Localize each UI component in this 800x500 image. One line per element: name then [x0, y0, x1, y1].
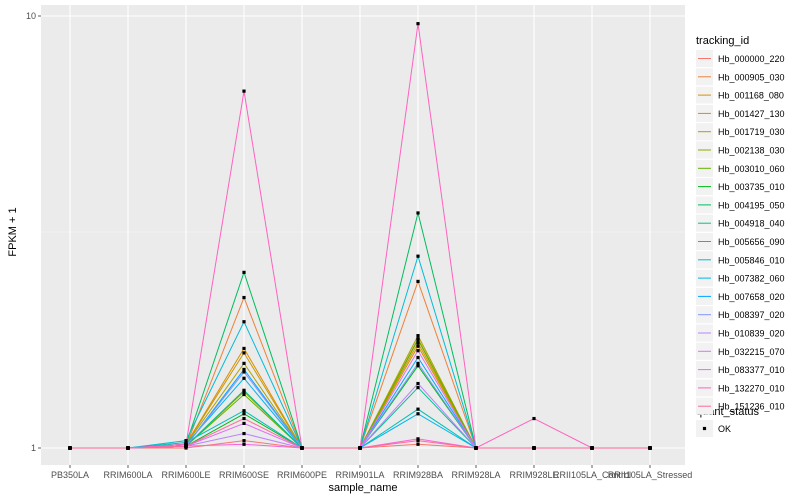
- data-point: [416, 361, 420, 365]
- data-point: [416, 334, 420, 338]
- data-point: [416, 439, 420, 443]
- legend-label: Hb_008397_020: [718, 310, 785, 320]
- data-point: [416, 407, 420, 411]
- legend: tracking_id quant_status Hb_000000_220Hb…: [696, 35, 785, 437]
- data-point: [416, 349, 420, 353]
- y-tick-label: 1: [31, 443, 36, 453]
- legend-label: Hb_010839_020: [718, 329, 785, 339]
- data-point: [416, 412, 420, 416]
- data-point: [300, 446, 304, 450]
- data-point: [416, 385, 420, 390]
- legend-label: Hb_002138_030: [718, 146, 785, 156]
- data-point: [242, 431, 246, 436]
- data-point: [416, 254, 420, 258]
- x-tick-label: RRII105LA_Stressed: [608, 470, 693, 480]
- data-point: [242, 421, 246, 426]
- legend-label: Hb_032215_070: [718, 347, 785, 357]
- legend-label: Hb_007658_020: [718, 292, 785, 302]
- x-tick-label: PB350LA: [51, 470, 89, 480]
- data-point: [184, 444, 188, 448]
- data-point: [358, 446, 362, 450]
- x-tick-label: RRIM928LA: [451, 470, 500, 480]
- data-point: [242, 370, 246, 374]
- data-point: [242, 320, 246, 324]
- data-points: [68, 22, 652, 450]
- data-point: [416, 279, 420, 284]
- data-point: [68, 446, 72, 450]
- legend-label: Hb_005846_010: [718, 255, 785, 265]
- data-point: [242, 351, 246, 355]
- legend-label: Hb_151236_010: [718, 402, 785, 412]
- data-point: [416, 211, 420, 215]
- data-point: [474, 446, 478, 450]
- data-point: [242, 367, 246, 372]
- y-axis: 1 10: [26, 11, 41, 453]
- data-point: [242, 416, 246, 421]
- legend-label: Hb_003010_060: [718, 164, 785, 174]
- x-axis: PB350LA RRIM600LA RRIM600LE RRIM600SE RRIM60…: [51, 465, 692, 480]
- legend-label: Hb_003735_010: [718, 182, 785, 192]
- data-point: [242, 409, 246, 413]
- plot-panel: [41, 5, 685, 465]
- data-point: [242, 295, 246, 300]
- legend-label: Hb_005656_090: [718, 237, 785, 247]
- data-point: [242, 270, 246, 274]
- data-point: [532, 446, 536, 450]
- x-tick-label: RRIM600SE: [219, 470, 269, 480]
- data-point: [184, 439, 188, 443]
- x-tick-label: RRIM600LA: [103, 470, 152, 480]
- data-point: [242, 89, 246, 93]
- x-tick-label: RRIM928LE: [509, 470, 558, 480]
- data-point: [416, 341, 420, 345]
- data-point: [242, 439, 246, 443]
- data-point: [416, 381, 420, 386]
- data-point: [416, 22, 420, 26]
- data-point: [242, 412, 246, 416]
- data-point: [648, 446, 652, 450]
- legend-title-tracking-id: tracking_id: [696, 35, 749, 47]
- data-point: [126, 446, 130, 450]
- legend-label: Hb_007382_060: [718, 274, 785, 284]
- data-point: [416, 338, 420, 342]
- x-tick-label: RRIM901LA: [335, 470, 384, 480]
- x-tick-label: RRIM928BA: [393, 470, 443, 480]
- data-point: [184, 440, 188, 445]
- data-point: [184, 442, 188, 446]
- y-tick-label: 10: [26, 11, 36, 21]
- data-point: [242, 361, 246, 365]
- x-axis-title: sample_name: [328, 482, 397, 494]
- data-point: [416, 437, 420, 441]
- data-point: [242, 392, 246, 397]
- legend-label: Hb_001427_130: [718, 109, 785, 119]
- x-tick-label: RRIM600PE: [277, 470, 327, 480]
- data-point: [416, 344, 420, 348]
- data-point: [242, 388, 246, 392]
- legend-label: Hb_000905_030: [718, 72, 785, 82]
- data-point: [590, 446, 594, 450]
- data-point: [416, 355, 420, 360]
- y-axis-title: FPKM + 1: [7, 207, 19, 256]
- x-tick-label: RRIM600LE: [161, 470, 210, 480]
- data-point: [416, 364, 420, 368]
- legend-label: Hb_004195_050: [718, 200, 785, 210]
- x-tick-label: RRII105LA_Control: [553, 470, 631, 480]
- data-point: [242, 376, 246, 380]
- legend-label: Hb_083377_010: [718, 365, 785, 375]
- legend-label: Hb_004918_040: [718, 219, 785, 229]
- data-point: [532, 416, 536, 421]
- legend-shape-label: OK: [718, 424, 731, 434]
- legend-label: Hb_001719_030: [718, 127, 785, 137]
- data-point: [242, 346, 246, 351]
- legend-shape-key-square: [702, 426, 707, 431]
- data-point: [242, 442, 246, 446]
- data-point: [416, 442, 420, 446]
- data-point: [184, 446, 188, 450]
- legend-label: Hb_001168_080: [718, 91, 784, 101]
- legend-label: Hb_000000_220: [718, 54, 785, 64]
- legend-label: Hb_132270_010: [718, 383, 785, 393]
